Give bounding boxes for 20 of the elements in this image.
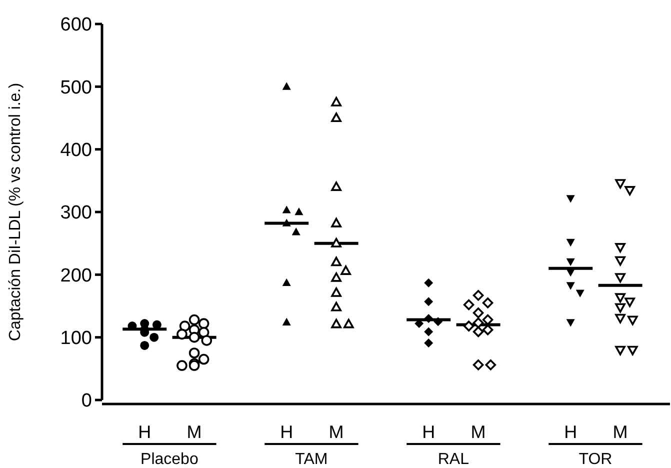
- x-axis-title: TOR: [578, 451, 612, 468]
- x-tick-label: M: [470, 422, 486, 442]
- x-axis-title: Placebo: [140, 451, 198, 468]
- x-tick-label: H: [280, 422, 294, 442]
- x-tick-label: M: [328, 422, 344, 442]
- y-tick-label: 600: [60, 14, 92, 36]
- x-tick-label: H: [138, 422, 152, 442]
- y-axis-title: Captación DiI-LDL (% vs control i.e.): [7, 82, 24, 342]
- y-tick-label: 200: [60, 265, 92, 286]
- y-tick-label: 300: [60, 202, 92, 224]
- x-axis-title: TAM: [295, 451, 328, 468]
- y-tick-label: 400: [60, 140, 92, 161]
- x-tick-label: H: [564, 422, 578, 442]
- y-tick-label: 500: [60, 77, 92, 98]
- x-tick-label: M: [612, 422, 628, 442]
- y-tick-label: 0: [81, 390, 92, 412]
- x-tick-label: M: [186, 422, 202, 442]
- x-axis-title: RAL: [438, 451, 470, 468]
- y-tick-label: 100: [60, 328, 92, 349]
- x-tick-label: H: [422, 422, 436, 442]
